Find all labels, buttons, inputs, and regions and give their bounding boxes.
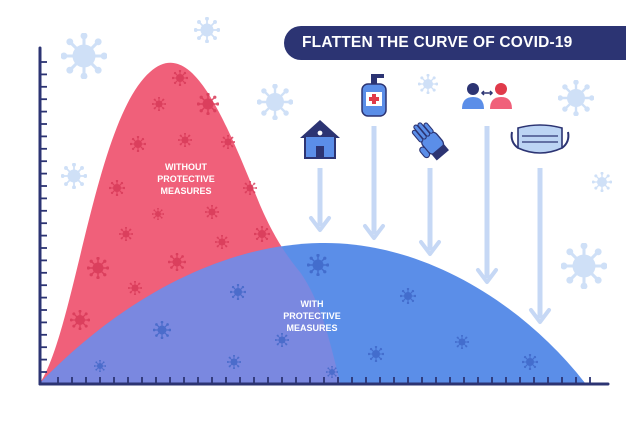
glove-icon [411,122,449,161]
decorative-virus-icon [257,84,293,120]
blue-virus-icon [326,366,338,378]
decorative-virus-icon [61,33,107,79]
red-virus-icon [215,235,229,249]
curves-overlap-region [40,242,340,383]
decorative-virus-icon [418,74,438,94]
red-virus-icon [254,226,270,242]
with-measures-label: WITH PROTECTIVE MEASURES [283,299,341,333]
down-arrow-icon [476,126,498,284]
red-virus-icon [152,97,166,111]
blue-virus-icon [455,335,469,349]
red-virus-icon [70,310,90,330]
decorative-virus-icon [558,80,594,116]
page-title: FLATTEN THE CURVE OF COVID-19 [302,34,573,51]
measure-arrows [309,126,551,324]
blue-virus-icon [94,360,106,372]
red-virus-icon [221,135,235,149]
face-mask-icon [510,124,570,154]
decorative-virus-icon [592,172,612,192]
down-arrow-icon [363,126,385,240]
blue-virus-icon [400,288,416,304]
red-virus-icon [109,180,125,196]
red-virus-icon [128,281,142,295]
blue-virus-icon [275,333,289,347]
title-banner [284,26,626,60]
red-virus-icon [119,227,133,241]
decorative-virus-icon [194,17,220,43]
decorative-virus-icon [61,163,87,189]
red-virus-icon [130,136,146,152]
blue-virus-icon [368,346,384,362]
down-arrow-icon [419,168,441,256]
blue-virus-icon [230,284,246,300]
without-measures-label: WITHOUT PROTECTIVE MEASURES [157,162,215,196]
red-virus-icon [87,257,109,279]
house-icon [300,120,340,159]
red-virus-icon [178,133,192,147]
red-virus-icon [172,70,188,86]
red-virus-icon [152,208,164,220]
social-distance-icon [462,83,512,109]
down-arrow-icon [529,168,551,324]
red-virus-icon [205,205,219,219]
red-virus-icon [168,253,186,271]
down-arrow-icon [309,168,331,232]
red-virus-icon [197,93,219,115]
hand-sanitizer-icon [361,74,387,117]
blue-virus-icon [153,321,171,339]
blue-virus-icon [307,254,329,276]
blue-virus-icon [522,354,538,370]
blue-virus-icon [227,355,241,369]
decorative-virus-icon [561,243,607,289]
axis-ticks [40,61,591,384]
